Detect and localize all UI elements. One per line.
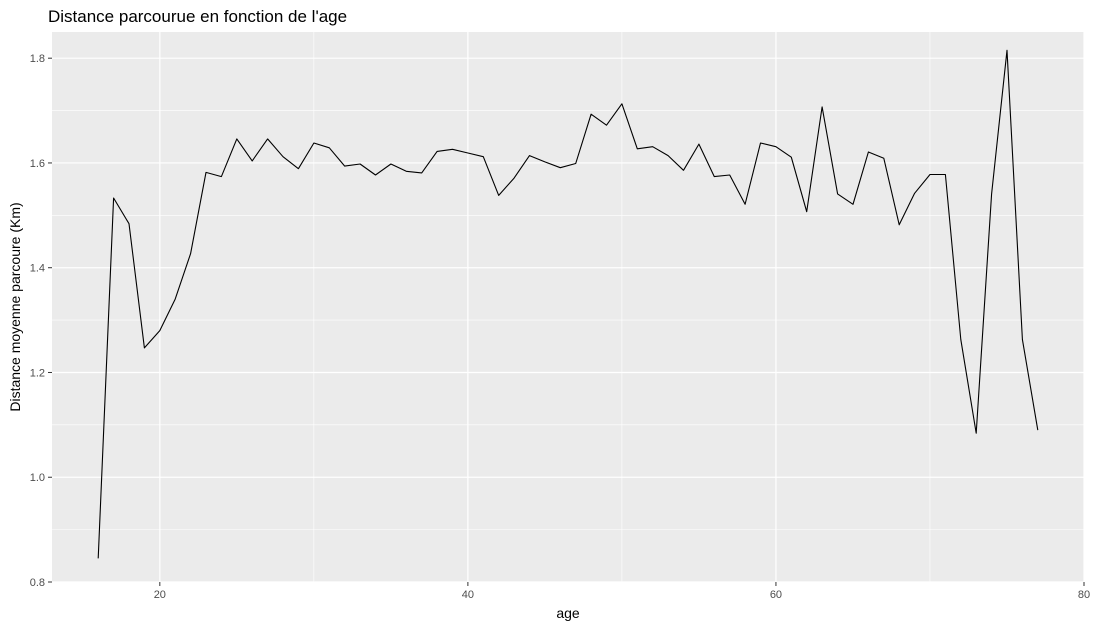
series-layer [97,49,1039,559]
y-axis: 0.8 1.0 1.2 1.4 1.6 1.8 [30,53,52,589]
major-gridlines [52,32,1085,583]
data-point [360,164,361,165]
data-point [929,174,930,175]
data-point [98,558,99,559]
data-point [945,174,946,175]
data-point [868,151,869,152]
data-point [129,223,130,224]
data-point [390,164,391,165]
data-point [329,147,330,148]
data-point [621,103,622,104]
data-point [236,138,237,139]
data-point [437,151,438,152]
data-point [483,156,484,157]
series-line [97,49,1039,559]
x-axis-title: age [556,605,580,621]
y-axis-title: Distance moyenne parcoure (Km) [7,202,23,411]
data-point [1037,430,1038,431]
data-point [852,204,853,205]
data-point [544,161,545,162]
data-point [1006,50,1007,51]
data-point [452,149,453,150]
data-point [976,433,977,434]
data-point [267,138,268,139]
data-point [113,198,114,199]
data-point [791,157,792,158]
data-point [467,153,468,154]
data-point [206,172,207,173]
y-tick-label: 1.2 [30,367,45,379]
data-point [837,193,838,194]
data-point [375,175,376,176]
data-point [822,106,823,107]
data-point [144,347,145,348]
minor-gridlines [52,32,1084,582]
data-point [560,167,561,168]
data-point [406,171,407,172]
chart-title: Distance parcourue en fonction de l'age [48,7,347,26]
data-point [683,170,684,171]
data-point [652,146,653,147]
y-tick-label: 1.0 [30,472,45,484]
data-point [575,163,576,164]
x-tick-label: 80 [1078,589,1090,601]
data-point [668,155,669,156]
data-point [729,175,730,176]
y-tick-label: 0.8 [30,577,45,589]
data-point [991,193,992,194]
y-tick-label: 1.6 [30,158,45,170]
data-point [760,143,761,144]
data-point [637,148,638,149]
x-axis: 20 40 60 80 [154,582,1090,601]
y-tick-label: 1.4 [30,263,45,275]
x-tick-label: 40 [462,589,474,601]
data-point [914,193,915,194]
data-point [883,158,884,159]
data-point [313,143,314,144]
data-point [775,146,776,147]
data-point [498,195,499,196]
data-point [514,178,515,179]
data-point [175,299,176,300]
data-point [421,172,422,173]
data-point [899,224,900,225]
x-tick-label: 60 [770,589,782,601]
y-tick-label: 1.8 [30,53,45,65]
x-tick-label: 20 [154,589,166,601]
data-point [344,166,345,167]
data-point [529,155,530,156]
data-point [159,330,160,331]
plot-panel [52,32,1084,582]
data-point [806,211,807,212]
data-point [714,176,715,177]
data-point [1022,339,1023,340]
data-point [221,176,222,177]
data-point [960,339,961,340]
data-point [591,114,592,115]
data-point [606,125,607,126]
data-point [298,168,299,169]
data-point [252,160,253,161]
data-point [283,156,284,157]
data-point [745,204,746,205]
data-point [698,144,699,145]
data-point [190,253,191,254]
